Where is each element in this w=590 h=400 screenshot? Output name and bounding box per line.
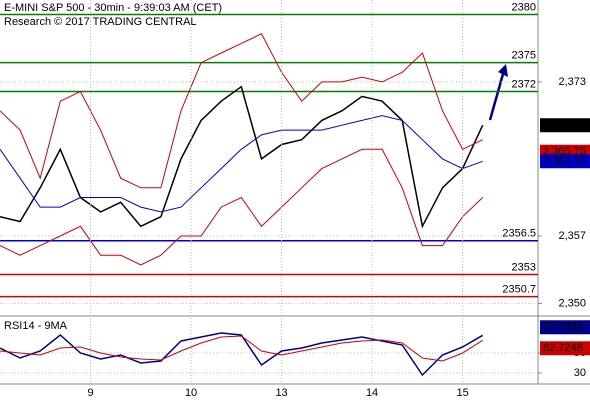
series-line [0,33,483,189]
series-line [0,148,484,266]
value-badge [540,320,590,335]
panel-title: RSI14 - 9MA [4,320,68,332]
price-badge [540,154,590,169]
value-badge-label: 67.7334 [543,321,583,333]
series-line [0,115,483,213]
series-line [0,335,483,362]
y-tick-label: 2,357 [558,230,586,242]
x-tick-label: 15 [456,387,468,399]
x-tick-label: 9 [87,387,93,399]
level-label: 2353 [512,261,536,273]
price-badge [540,118,590,133]
value-badge-label: 62.7248 [543,342,583,354]
x-tick-label: 14 [366,387,378,399]
x-tick-label: 10 [185,387,197,399]
series-line [0,332,484,377]
value-badge [540,341,590,356]
forecast-arrow [488,73,505,121]
level-label: 2372 [512,78,536,90]
chart-title: E-MINI S&P 500 - 30min - 9:39:03 AM (CET… [4,2,222,14]
y-tick-label: 2,373 [558,76,586,88]
price-badge-label: 2,368.5 [543,119,580,131]
price-badge-label: 2,364.76 [543,155,586,167]
level-label: 2356.5 [502,228,536,240]
y-tick-label: 2,350 [558,297,586,309]
x-tick-label: 13 [275,387,287,399]
level-label: 2375 [512,50,536,62]
level-label: 2350.7 [502,284,536,296]
y-tick-label: 30 [574,367,586,379]
level-label: 2380 [512,1,536,13]
forecast-arrowhead [498,64,508,77]
chart-subtitle: Research © 2017 TRADING CENTRAL [4,16,197,28]
